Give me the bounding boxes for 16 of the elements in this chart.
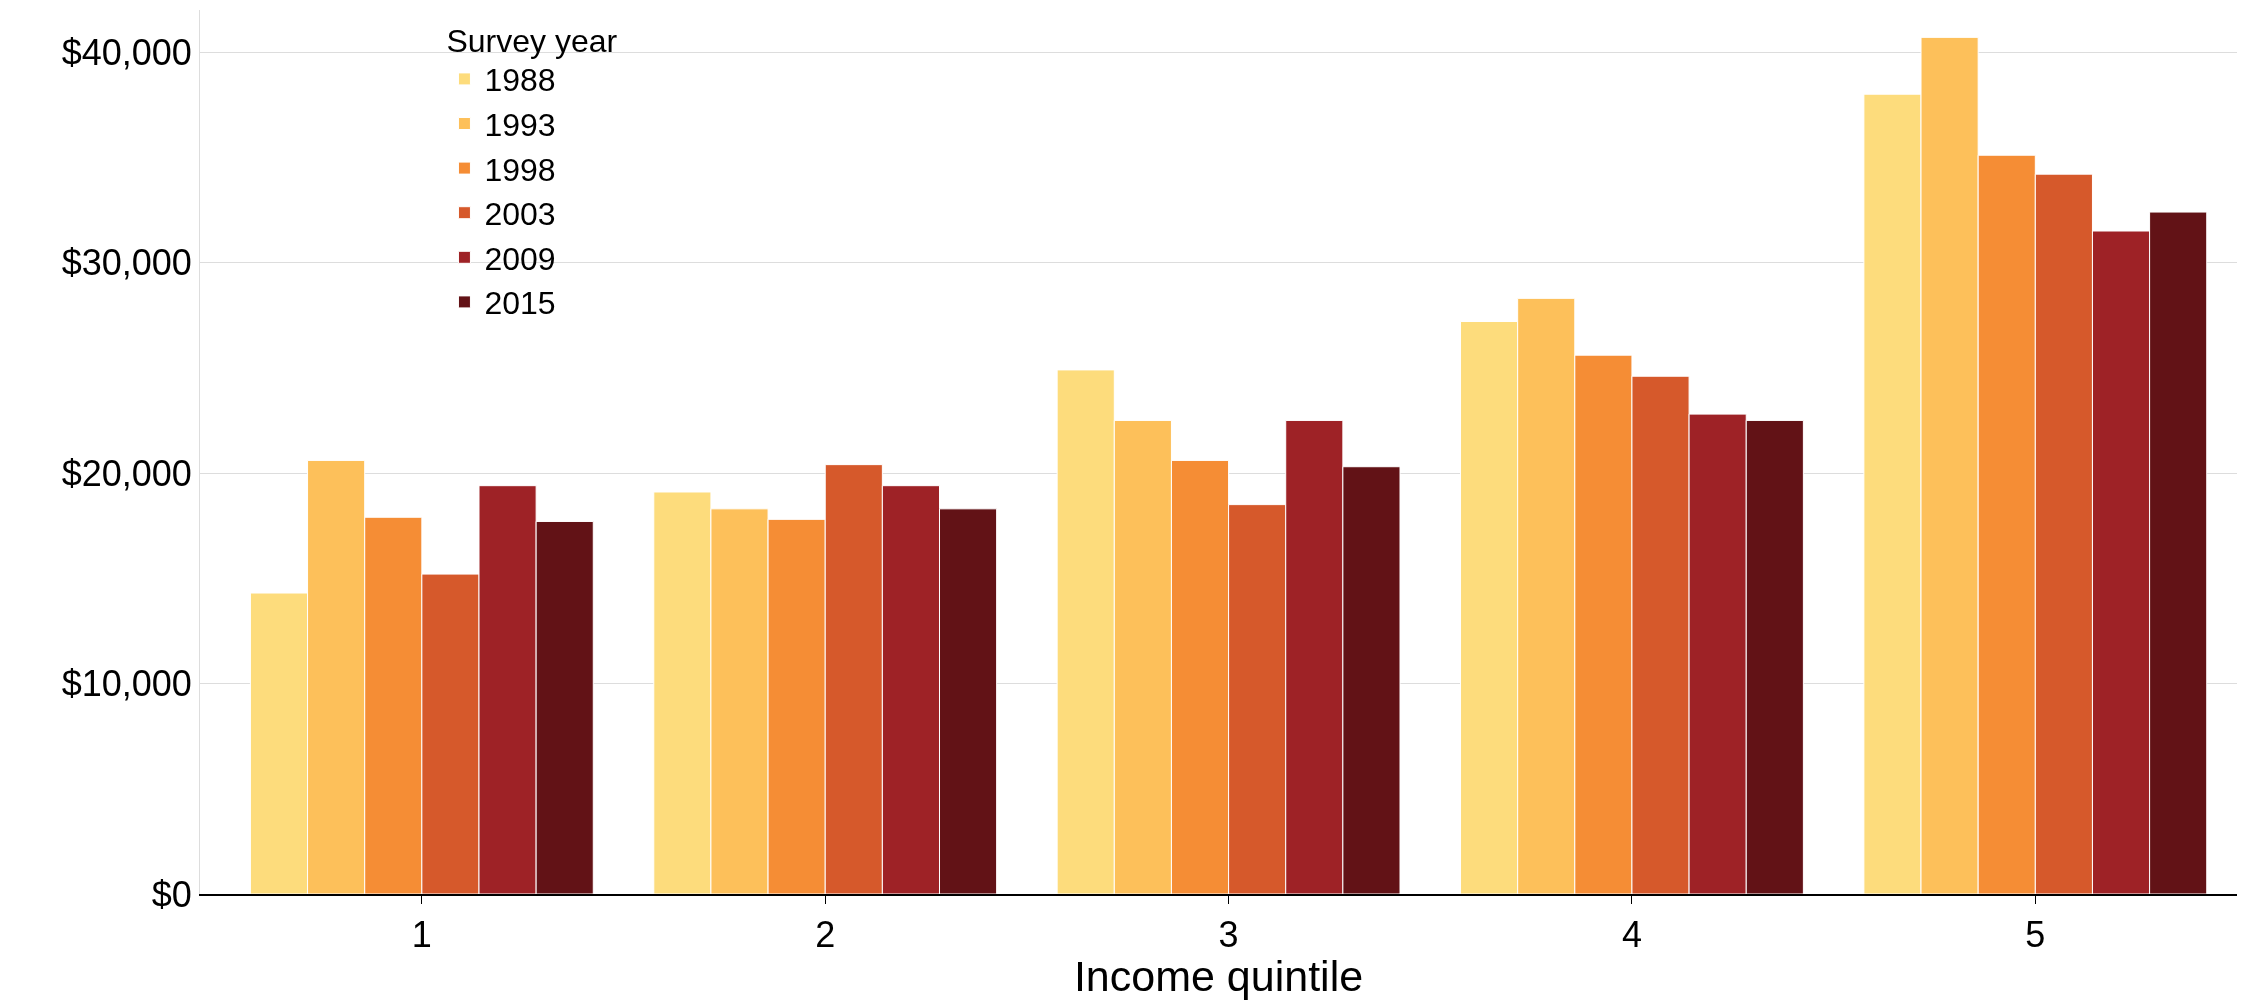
x-tick-label: 2 xyxy=(815,914,836,956)
y-tick-label: $40,000 xyxy=(61,31,192,73)
x-tick-label: 4 xyxy=(1621,914,1642,956)
legend-label: 2003 xyxy=(484,196,556,233)
legend-label: 1998 xyxy=(484,151,556,188)
y-tick-label: $20,000 xyxy=(61,452,192,494)
x-tick-label: 1 xyxy=(411,914,432,956)
legend-label: 1988 xyxy=(484,62,556,99)
y-tick-label: $0 xyxy=(151,873,192,915)
legend-label: 1993 xyxy=(484,106,556,143)
x-tick-label: 5 xyxy=(2025,914,2046,956)
legend-label: 2009 xyxy=(484,240,556,277)
legend-label: 2015 xyxy=(484,285,556,322)
legend-title: Survey year xyxy=(446,22,618,59)
y-tick-label: $30,000 xyxy=(61,242,192,284)
y-tick-label: $10,000 xyxy=(61,663,192,705)
